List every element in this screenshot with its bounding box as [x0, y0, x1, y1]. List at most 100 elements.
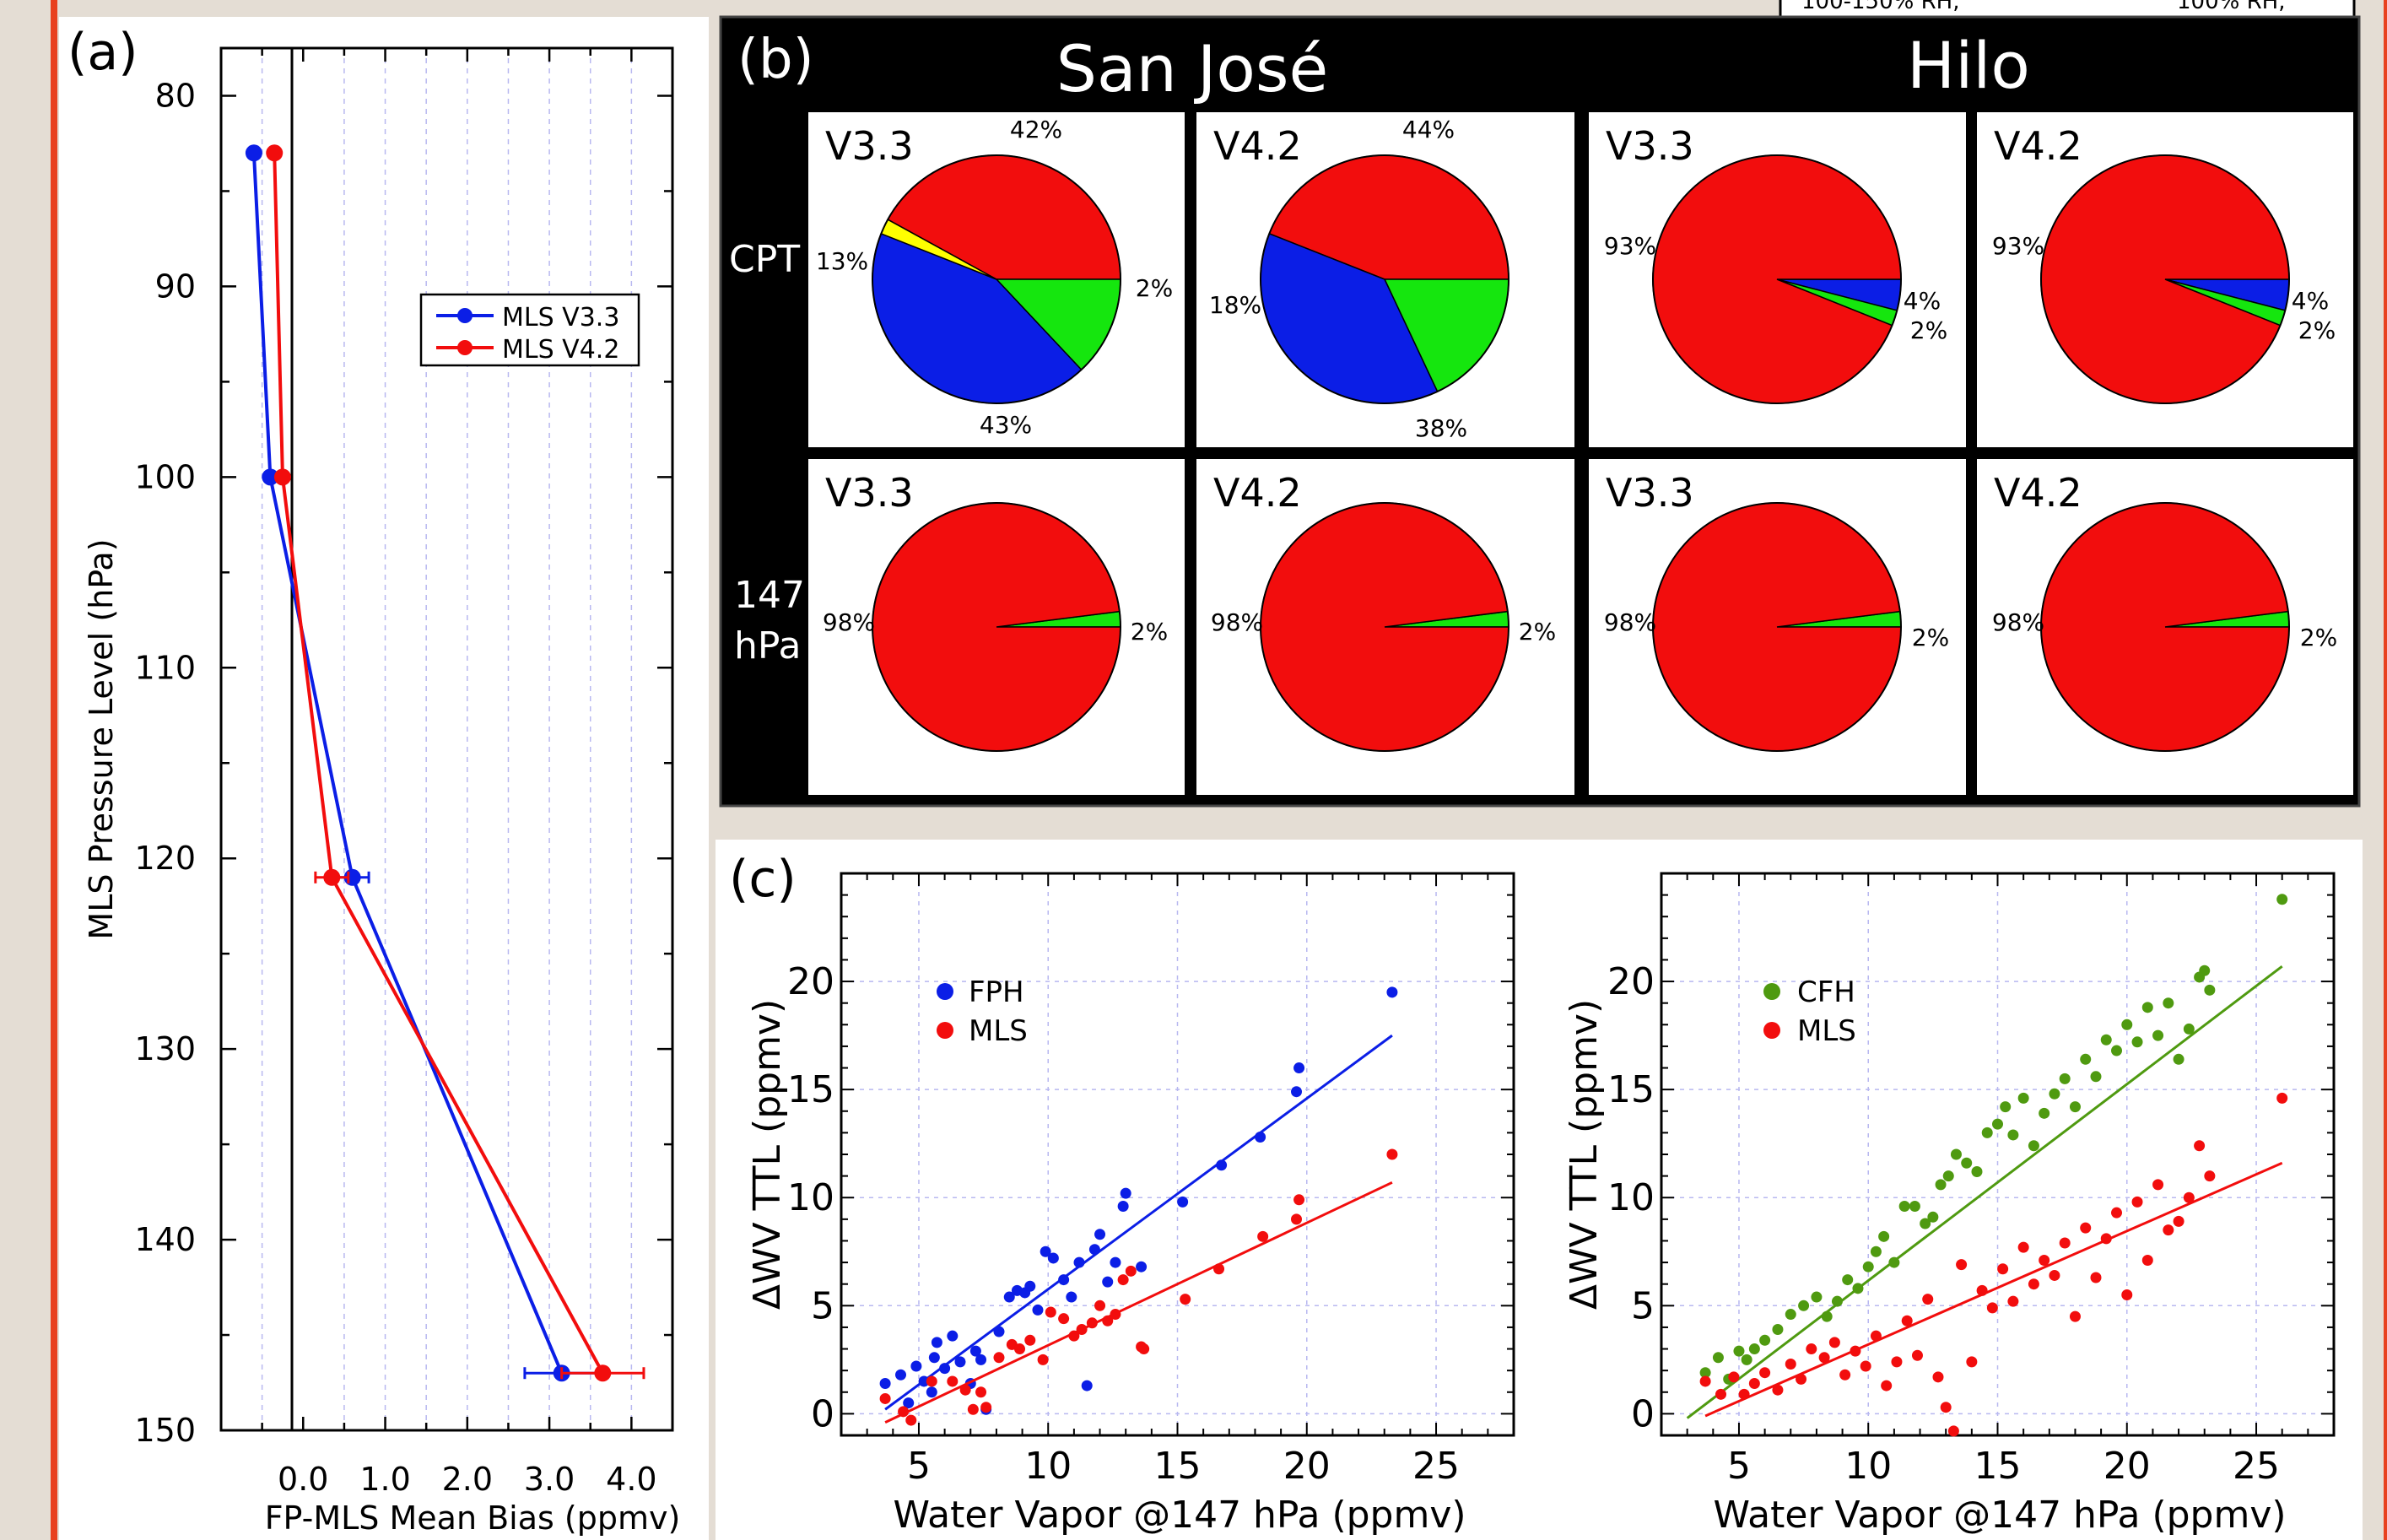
- data-point: [1086, 1317, 1098, 1329]
- scatter-right-y-tick-label: 5: [1631, 1284, 1655, 1327]
- data-point: [1976, 1284, 1988, 1296]
- legend-label-mls-right: MLS: [1797, 1014, 1856, 1048]
- panel-a-y-tick-label: 150: [134, 1412, 196, 1449]
- data-point: [2163, 997, 2174, 1009]
- pie-cells: 42%13%43%2%44%18%38%93%2%4%93%2%4%98% 2% 9…: [808, 112, 2353, 795]
- pie-slice-label: 4%: [2292, 287, 2329, 315]
- data-point: [1759, 1334, 1771, 1346]
- data-point: [323, 868, 341, 886]
- panel-a-x-tick-label: 1.0: [359, 1461, 410, 1498]
- data-point: [1772, 1323, 1784, 1335]
- data-point: [1094, 1300, 1106, 1311]
- data-point: [926, 1375, 937, 1387]
- data-point: [947, 1330, 959, 1342]
- data-point: [1909, 1200, 1920, 1212]
- scatter-right: 5 10 15 20 25 0 5 10 15 20 Water Vapor @…: [1563, 872, 2336, 1537]
- data-point: [1935, 1179, 1947, 1191]
- fit-line: [884, 1181, 1393, 1424]
- pie-slice: [2040, 154, 2290, 404]
- data-point: [2049, 1088, 2060, 1100]
- legend-label-fph: FPH: [969, 975, 1024, 1009]
- data-point: [2204, 984, 2216, 996]
- pie-slice-label: 2%: [1131, 618, 1168, 646]
- top-strip-text: 100-150% RH;: [1801, 0, 1960, 14]
- data-point: [905, 1414, 917, 1426]
- data-point: [594, 1364, 612, 1382]
- data-point: [1073, 1256, 1085, 1268]
- data-point: [967, 1403, 979, 1415]
- data-point: [1956, 1259, 1968, 1271]
- data-point: [1102, 1276, 1114, 1288]
- data-point: [1291, 1213, 1303, 1225]
- data-point: [1738, 1388, 1750, 1400]
- panel-a-y-tick-label: 130: [134, 1030, 196, 1067]
- pie-slice-label: 18%: [1209, 291, 1261, 319]
- pie-slice-label: 93%: [1604, 232, 1656, 260]
- data-point: [2199, 965, 2211, 976]
- pie-outline: [2040, 502, 2290, 752]
- pie-outline: [2040, 154, 2290, 404]
- data-point: [1932, 1371, 1944, 1383]
- panel-a-x-axis-label: FP-MLS Mean Bias (ppmv): [265, 1499, 681, 1537]
- scatter-right-gridlines: [1661, 873, 2334, 1435]
- scatter-right-y-tick-label: 20: [1607, 960, 1655, 1003]
- scatter-left-y-axis-label: ΔWV TTL (ppmv): [746, 999, 789, 1310]
- panel-b: (b) San José Hilo CPT 147 hPa 42% 13% 43% 2…: [719, 15, 2361, 808]
- series-line: [251, 153, 564, 1374]
- pie-slice: [872, 502, 1121, 752]
- data-point: [1966, 1356, 1978, 1368]
- data-point: [2276, 1092, 2288, 1104]
- data-point: [2028, 1140, 2039, 1152]
- data-point: [1728, 1371, 1740, 1383]
- panel-a: (a) 0.0 1.0 2.0 3.0 4.0 80 90 100 110 12…: [59, 17, 709, 1540]
- data-point: [1796, 1373, 1807, 1385]
- data-point: [1927, 1211, 1939, 1223]
- data-point: [1878, 1230, 1890, 1242]
- data-point: [266, 144, 284, 162]
- data-point: [2039, 1107, 2050, 1119]
- data-point: [1102, 1315, 1114, 1327]
- pie-outline: [872, 502, 1121, 752]
- scatter-left-x-tick-label: 25: [1412, 1445, 1460, 1488]
- data-point: [1821, 1310, 1833, 1322]
- pie-slice-label: 98%: [823, 608, 875, 636]
- data-point: [2163, 1224, 2174, 1236]
- data-point: [980, 1402, 992, 1413]
- panel-c-background: [716, 840, 2363, 1540]
- legend-marker-v42: [457, 340, 473, 355]
- data-point: [262, 468, 279, 486]
- panel-a-y-tick-label: 110: [134, 649, 196, 686]
- data-point: [2017, 1241, 2029, 1253]
- pie-slice: [1260, 502, 1509, 752]
- panel-a-y-tick-label: 90: [155, 267, 196, 305]
- data-point: [2183, 1023, 2195, 1035]
- data-point: [1032, 1304, 1044, 1316]
- data-point: [2141, 1002, 2153, 1013]
- data-point: [1024, 1334, 1036, 1346]
- pie-version-label: V3.3: [1606, 123, 1694, 169]
- data-point: [273, 468, 291, 486]
- data-point: [2069, 1101, 2081, 1113]
- data-point: [2080, 1053, 2092, 1065]
- data-point: [1216, 1159, 1228, 1171]
- data-point: [1947, 1425, 1959, 1437]
- site-title-hilo: Hilo: [1907, 28, 2030, 103]
- scatter-right-y-tick-label: 0: [1631, 1392, 1655, 1435]
- data-point: [959, 1384, 971, 1396]
- data-point: [1839, 1369, 1851, 1381]
- scatter-left-x-tick-label: 15: [1154, 1445, 1202, 1488]
- panel-a-y-tick-label: 120: [134, 840, 196, 877]
- scatter-right-x-tick-label: 10: [1844, 1445, 1892, 1488]
- data-point: [1772, 1384, 1784, 1396]
- scatter-left-x-tick-label: 20: [1283, 1445, 1331, 1488]
- data-point: [928, 1352, 940, 1364]
- pie-slice-label: 2%: [1519, 618, 1556, 646]
- pie-outline: [1652, 502, 1902, 752]
- data-point: [2028, 1278, 2039, 1290]
- data-point: [1117, 1200, 1129, 1212]
- panel-a-legend: MLS V3.3 MLS V4.2: [419, 293, 640, 367]
- data-point: [975, 1386, 987, 1398]
- data-point: [1920, 1218, 1931, 1229]
- data-point: [2276, 894, 2288, 905]
